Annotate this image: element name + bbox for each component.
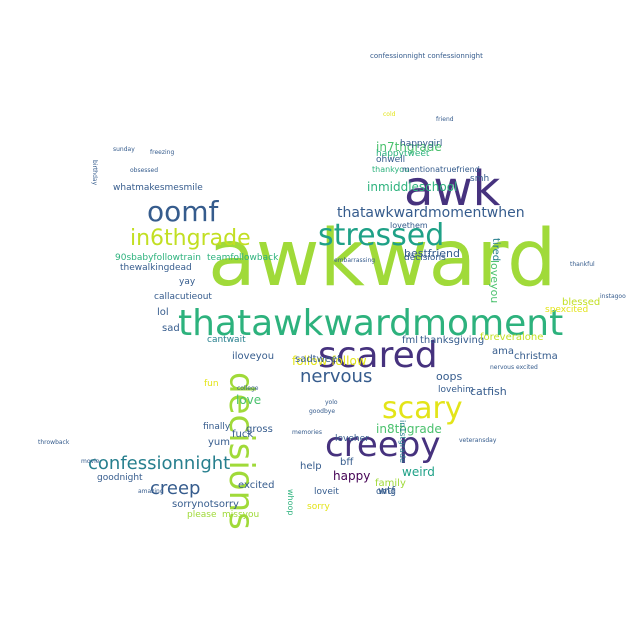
word-happytweet: happytweet	[376, 149, 430, 159]
word-loveher: loveher	[335, 434, 369, 444]
word-fml: fml	[402, 335, 419, 346]
word-happygirl: happygirl	[400, 139, 443, 149]
word-obsessed: obsessed	[130, 167, 159, 174]
word-fuck: fuck	[232, 429, 254, 440]
word-callacutieout: callacutieout	[154, 292, 212, 302]
word-throwback: throwback	[38, 439, 70, 446]
word-in6thgrade: in6thgrade	[130, 226, 251, 251]
word-nervous-excited: nervous excited	[490, 364, 538, 371]
word-gross: gross	[246, 424, 273, 435]
word-confessionnight-confessionnight: confessionnight confessionnight	[370, 52, 483, 60]
word-oops: oops	[436, 370, 463, 383]
word-yay: yay	[179, 277, 196, 287]
word-family: family	[375, 478, 406, 489]
word-finally: finally	[203, 422, 231, 432]
word-friend: friend	[436, 116, 454, 123]
word-stressed: stressed	[318, 218, 445, 253]
word-scared: scared	[318, 335, 438, 376]
word-cantwait: cantwait	[207, 335, 246, 345]
word-scary: scary	[382, 391, 463, 426]
word-sorry: sorry	[307, 502, 330, 512]
word-decisions: decisions	[404, 253, 446, 263]
word-veteransday: veteransday	[459, 437, 497, 444]
word-cold: cold	[383, 111, 396, 118]
word-nervous: nervous	[300, 366, 373, 387]
word-whatmakesmesmile: whatmakesmesmile	[113, 183, 203, 193]
word-bff: bff	[340, 457, 354, 468]
word-freezing: freezing	[150, 149, 175, 156]
word-memories: memories	[292, 429, 323, 436]
word-spexcited: spexcited	[545, 305, 589, 315]
word-lovehim: lovehim	[438, 385, 474, 395]
word-bestfriend: bestfriend	[404, 247, 460, 260]
word-iloveyou: iloveyou	[232, 351, 275, 362]
word-goodbye: goodbye	[309, 408, 336, 415]
word-amazing: amazing	[138, 488, 164, 495]
word-ama: ama	[492, 346, 514, 357]
word-instagood: instagood	[600, 293, 626, 300]
word-90sbabyfollowtrain: 90sbabyfollowtrain	[115, 253, 201, 263]
word-sorrynotsorry: sorrynotsorry	[172, 499, 239, 510]
word-lovethem: lovethem	[390, 221, 428, 230]
word-confessionnight: confessionnight	[88, 453, 231, 474]
word-smh: smh	[470, 174, 490, 184]
word-thatawkwardmoment: thatawkwardmoment	[178, 303, 564, 344]
word-loveit: loveit	[314, 487, 339, 497]
word-thankyou: thankyou	[372, 165, 410, 174]
word-blessed: blessed	[562, 297, 601, 308]
word-in1stgrade: in1stgrade	[398, 420, 407, 463]
word-follow-follow: follow follow	[292, 354, 367, 368]
word-awkward: awkward	[208, 214, 557, 304]
word-thatawkwardmomentwhen: thatawkwardmomentwhen	[337, 205, 525, 221]
word-thewalkingdead: thewalkingdead	[120, 263, 192, 273]
word-omg: omg	[376, 487, 396, 497]
word-love: love	[236, 393, 262, 407]
word-weird: weird	[402, 465, 435, 479]
word-ohwell: ohwell	[376, 155, 406, 165]
word-happy: happy	[333, 469, 371, 483]
word-birthday: birthday	[91, 160, 98, 186]
word-foreveralone: foreveralone	[480, 332, 544, 343]
word-movie: movie	[81, 458, 100, 465]
word-oomf: oomf	[147, 195, 219, 228]
word-creep: creep	[150, 478, 201, 499]
word-lol: lol	[157, 307, 169, 318]
word-catfish: catfish	[470, 385, 507, 398]
word-whoop: whoop	[286, 489, 295, 516]
word-help: help	[300, 461, 322, 472]
word-excited: excited	[238, 480, 275, 491]
word-teamfollowback: teamfollowback	[207, 253, 279, 263]
word-goodnight: goodnight	[97, 473, 143, 483]
word-sadtweet: sadtweet	[295, 354, 342, 365]
word-tired: tired	[490, 238, 501, 262]
word-yolo: yolo	[325, 399, 338, 406]
word-in8thgrade: in8thgrade	[376, 422, 442, 436]
word-thankful: thankful	[570, 261, 595, 268]
word-creepy: creepy	[325, 425, 441, 465]
word-college: college	[237, 385, 259, 392]
word-in7thgrade: in7thgrade	[376, 140, 442, 154]
word-sad: sad	[162, 323, 180, 334]
word-inmiddleschool: inmiddleschool	[367, 180, 458, 194]
word-thanksgiving: thanksgiving	[420, 335, 485, 346]
word-please: please	[187, 510, 217, 520]
word-missyou: missyou	[222, 510, 260, 520]
word-yum: yum	[208, 437, 230, 448]
word-mentionatruefriend: mentionatruefriend	[402, 165, 480, 174]
word-wtf: wtf	[378, 484, 396, 497]
word-embarrassing: embarrassing	[334, 257, 376, 264]
word-christma: christma	[514, 351, 558, 362]
word-fun: fun	[204, 379, 219, 389]
word-sunday: sunday	[113, 146, 135, 153]
word-awk: awk	[404, 161, 501, 217]
word-loveyou: loveyou	[488, 260, 501, 304]
